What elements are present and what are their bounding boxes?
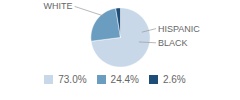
svg-text:WHITE: WHITE: [44, 1, 73, 11]
html-text:73.0%: 73.0%: [58, 74, 87, 85]
svg-text:BLACK: BLACK: [158, 38, 188, 48]
html-text:2.6%: 2.6%: [163, 74, 186, 85]
html-text:24.4%: 24.4%: [110, 74, 139, 85]
svg-text:HISPANIC: HISPANIC: [158, 24, 200, 34]
